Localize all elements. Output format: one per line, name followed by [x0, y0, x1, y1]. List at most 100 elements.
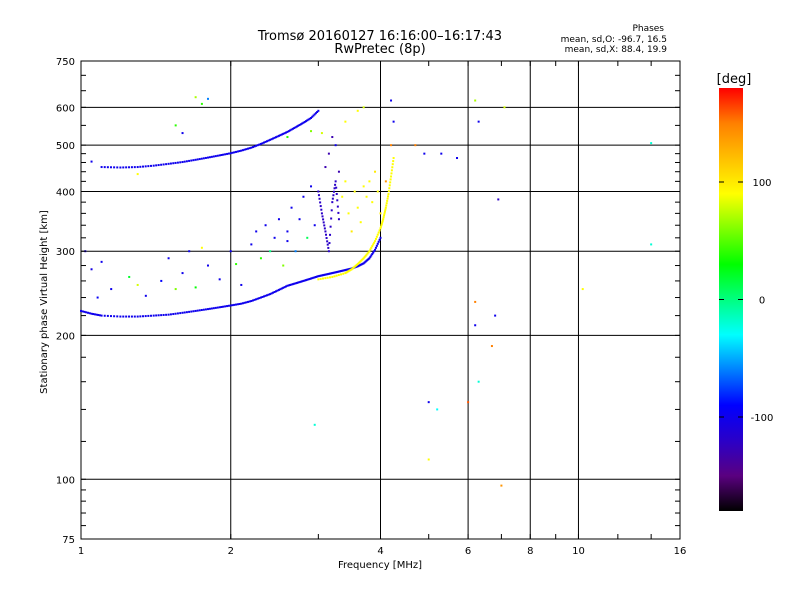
echo-point [327, 152, 330, 155]
trace-point [272, 291, 275, 294]
trace-point [224, 153, 227, 156]
stats-o-line: mean, sd,O: -96.7, 16.5 [561, 35, 667, 45]
trace-point [337, 270, 340, 273]
echo-point [286, 240, 289, 243]
echo-point [160, 279, 163, 282]
trace-point [365, 253, 368, 256]
echo-point [218, 278, 221, 281]
echo-point [306, 236, 309, 239]
trace-point [340, 270, 343, 273]
echo-point [365, 195, 368, 198]
echo-point [320, 132, 323, 135]
trace-point [150, 314, 153, 317]
trace-point [185, 160, 188, 163]
trace-point [122, 166, 125, 169]
trace-point [283, 132, 286, 135]
echo-point [313, 423, 316, 426]
y-tick-label: 200 [56, 331, 75, 342]
echo-point [174, 288, 177, 291]
trace-point [241, 149, 244, 152]
trace-point [331, 272, 334, 275]
trace-point [275, 136, 278, 139]
trace-point [347, 270, 350, 273]
trace-point [243, 148, 246, 151]
trace-point [348, 268, 351, 271]
trace-point [322, 218, 325, 221]
echo-point [144, 294, 147, 297]
trace-point [88, 312, 91, 315]
echo-point [181, 272, 184, 275]
trace-point [142, 315, 145, 318]
trace-point [314, 112, 317, 115]
echo-point [174, 124, 177, 127]
trace-point [172, 162, 175, 165]
trace-point [310, 116, 313, 119]
echo-point [362, 185, 365, 188]
colorbar-tick-label: 100 [752, 178, 771, 189]
x-tick-label: 4 [377, 546, 383, 557]
echo-point [229, 250, 232, 253]
trace-point [113, 166, 116, 169]
trace-point [368, 250, 371, 253]
trace-point [323, 227, 326, 230]
trace-point [208, 156, 211, 159]
trace-point [390, 172, 393, 175]
trace-point [240, 302, 243, 305]
trace-point [320, 212, 323, 215]
trace-point [392, 160, 395, 163]
trace-point [343, 269, 346, 272]
trace-point [259, 296, 262, 299]
trace-point [85, 311, 88, 314]
trace-point [212, 307, 215, 310]
stats-x-line: mean, sd,X: 88.4, 19.9 [565, 45, 668, 55]
trace-point [119, 166, 122, 169]
echo-point [356, 206, 359, 209]
trace-point [81, 310, 84, 313]
trace-point [246, 147, 249, 150]
trace-point [369, 248, 372, 251]
trace-point [384, 208, 387, 211]
trace-point [286, 130, 289, 133]
trace-point [263, 295, 266, 298]
trace-point [322, 221, 325, 224]
echo-point [290, 206, 293, 209]
trace-point [299, 123, 302, 126]
x-tick-label: 6 [465, 546, 471, 557]
echo-point [188, 250, 191, 253]
x-tick-label: 2 [228, 546, 234, 557]
trace-point [387, 193, 390, 196]
trace-point [273, 136, 276, 139]
trace-point [326, 273, 329, 276]
trace-point [198, 309, 201, 312]
trace-point [125, 315, 128, 318]
echo-point [456, 157, 459, 160]
trace-point [378, 229, 381, 232]
x-tick-label: 1 [78, 546, 84, 557]
trace-point [321, 215, 324, 218]
echo-point [128, 275, 131, 278]
echo-point [264, 224, 267, 227]
echo-point [286, 136, 289, 139]
trace-point [183, 160, 186, 163]
echo-point [650, 243, 653, 246]
trace-point [106, 314, 109, 317]
trace-point [383, 210, 386, 213]
trace-point [256, 144, 259, 147]
trace-point [255, 298, 258, 301]
trace-point [329, 233, 332, 236]
trace-point [160, 163, 163, 166]
trace-point [264, 140, 267, 143]
trace-point [363, 256, 366, 259]
trace-point [277, 134, 280, 137]
trace-point [335, 274, 338, 277]
trace-point [97, 313, 100, 316]
trace-point [370, 246, 373, 249]
trace-point [348, 269, 351, 272]
trace-point [293, 127, 296, 130]
data-points [80, 96, 653, 487]
trace-point [227, 304, 230, 307]
trace-point [229, 152, 232, 155]
trace-point [280, 287, 283, 290]
trace-point [333, 271, 336, 274]
